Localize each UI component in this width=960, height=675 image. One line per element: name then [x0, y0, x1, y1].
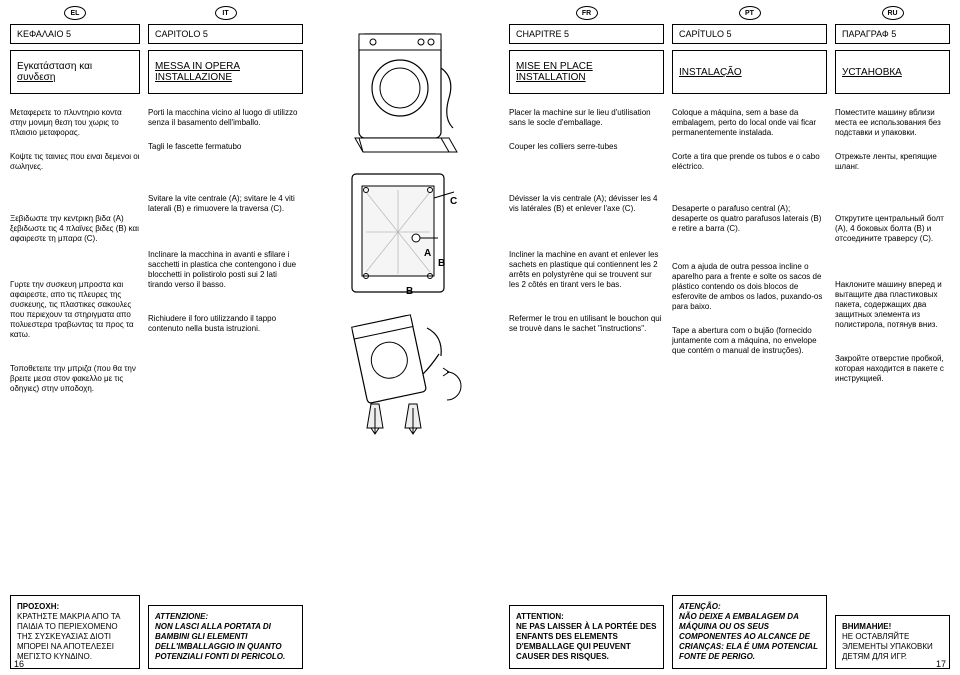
- p1-ru: Поместите машину вблизи места ее использ…: [835, 108, 950, 138]
- p1-it: Porti la macchina vicino al luogo di uti…: [148, 108, 303, 128]
- section-ru: УСТАНОВКА: [835, 50, 950, 94]
- p4-pt: Com a ajuda de outra pessoa incline o ap…: [672, 262, 827, 312]
- p5-ru: Закройте отверстие пробкой, которая нахо…: [835, 354, 950, 384]
- lang-badge-fr: FR: [576, 6, 598, 20]
- p5-fr: Refermer le trou en utilisant le bouchon…: [509, 314, 664, 334]
- p1-fr: Placer la machine sur le lieu d'utilisat…: [509, 108, 664, 128]
- p5-el: Τοποθετειτε την μπριζα (που θα την βρειτ…: [10, 364, 140, 394]
- warn-el-body: ΚΡΑΤΗΣΤΕ ΜΑΚΡΙΑ ΑΠΟ ΤΑ ΠΑΙΔΙΑ ΤΟ ΠΕΡΙΕΧΟ…: [17, 612, 133, 662]
- section-el-line2: συνδεση: [17, 72, 133, 83]
- col-fr: FR CHAPITRE 5 MISE EN PLACE INSTALLATION…: [509, 6, 664, 669]
- back-panel-icon: A B B C: [346, 168, 466, 298]
- warn-fr-title: ATTENTION:: [516, 612, 657, 622]
- warn-fr: ATTENTION: NE PAS LAISSER À LA PORTÉE DE…: [509, 605, 664, 669]
- section-it-line1: MESSA IN OPERA: [155, 61, 296, 72]
- p3-fr: Dévisser la vis centrale (A); dévisser l…: [509, 194, 664, 214]
- section-fr-line1: MISE EN PLACE: [516, 61, 657, 72]
- section-el: Εγκατάσταση και συνδεση: [10, 50, 140, 94]
- svg-text:B: B: [438, 258, 445, 269]
- section-fr: MISE EN PLACE INSTALLATION: [509, 50, 664, 94]
- p2-el: Κοψτε τις ταινιες που ειναι δεμενοι οι σ…: [10, 152, 140, 172]
- p3-pt: Desaperte o parafuso central (A); desape…: [672, 204, 827, 234]
- p4-ru: Наклоните машину вперед и вытащите два п…: [835, 280, 950, 330]
- page-number-left: 16: [14, 659, 24, 669]
- section-ru-line: УСТАНОВКА: [842, 67, 943, 78]
- col-pt: PT CAPÍTULO 5 INSTALAÇÃO Coloque a máqui…: [672, 6, 827, 669]
- p1-pt: Coloque a máquina, sem a base da embalag…: [672, 108, 827, 138]
- p4-el: Γυρτε την συσκευη μπροστα και αφαιρεστε,…: [10, 280, 140, 340]
- svg-text:B: B: [406, 286, 413, 297]
- chapter-fr: CHAPITRE 5: [509, 24, 664, 44]
- svg-text:A: A: [424, 248, 431, 259]
- warn-fr-body: NE PAS LAISSER À LA PORTÉE DES ENFANTS D…: [516, 622, 657, 662]
- chapter-it: CAPITOLO 5: [148, 24, 303, 44]
- warn-pt-title: ATENÇÃO:: [679, 602, 820, 612]
- p3-it: Svitare la vite centrale (A); svitare le…: [148, 194, 303, 214]
- p3-ru: Открутите центральный болт (A), 4 боковы…: [835, 214, 950, 244]
- chapter-pt: CAPÍTULO 5: [672, 24, 827, 44]
- col-illustrations: A B B C: [311, 6, 501, 669]
- chapter-el: ΚΕΦΑΛΑΙΟ 5: [10, 24, 140, 44]
- col-el: EL ΚΕΦΑΛΑΙΟ 5 Εγκατάσταση και συνδεση Με…: [10, 6, 140, 669]
- warn-el: ΠΡΟΣΟΧΗ: ΚΡΑΤΗΣΤΕ ΜΑΚΡΙΑ ΑΠΟ ΤΑ ΠΑΙΔΙΑ Τ…: [10, 595, 140, 669]
- chapter-ru: ПАРАГРАФ 5: [835, 24, 950, 44]
- lang-badge-it: IT: [215, 6, 237, 20]
- warn-pt: ATENÇÃO: NÃO DEIXE A EMBALAGEM DA MÁQUIN…: [672, 595, 827, 669]
- warn-it: ATTENZIONE: NON LASCI ALLA PORTATA DI BA…: [148, 605, 303, 669]
- p2-it: Tagli le fascette fermatubo: [148, 142, 303, 152]
- section-el-line1: Εγκατάσταση και: [17, 61, 133, 72]
- page-number-right: 17: [936, 659, 946, 669]
- svg-text:C: C: [450, 196, 457, 207]
- col-it: IT CAPITOLO 5 MESSA IN OPERA INSTALLAZIO…: [148, 6, 303, 669]
- washer-front-icon: [351, 28, 461, 158]
- p5-pt: Tape a abertura com o bujão (fornecido j…: [672, 326, 827, 356]
- tilt-machine-icon: [331, 308, 481, 438]
- warn-it-body: NON LASCI ALLA PORTATA DI BAMBINI GLI EL…: [155, 622, 296, 662]
- warn-ru: ВНИМАНИЕ! НЕ ОСТАВЛЯЙТЕ ЭЛЕМЕНТЫ УПАКОВК…: [835, 615, 950, 669]
- warn-pt-body: NÃO DEIXE A EMBALAGEM DA MÁQUINA OU OS S…: [679, 612, 820, 662]
- warn-ru-title: ВНИМАНИЕ!: [842, 622, 943, 632]
- section-pt-line: INSTALAÇÃO: [679, 67, 820, 78]
- p3-el: Ξεβιδωστε την κεντρικη βιδα (A) ξεβιδωστ…: [10, 214, 140, 244]
- section-it: MESSA IN OPERA INSTALLAZIONE: [148, 50, 303, 94]
- lang-badge-ru: RU: [882, 6, 904, 20]
- p1-el: Μεταφερετε το πλυντηριο κοντα στην μονιμ…: [10, 108, 140, 138]
- p4-fr: Incliner la machine en avant et enlever …: [509, 250, 664, 290]
- warn-it-title: ATTENZIONE:: [155, 612, 296, 622]
- p4-it: Inclinare la macchina in avanti e sfilar…: [148, 250, 303, 290]
- lang-badge-el: EL: [64, 6, 86, 20]
- p2-ru: Отрежьте ленты, крепящие шланг.: [835, 152, 950, 172]
- section-fr-line2: INSTALLATION: [516, 72, 657, 83]
- lang-badge-pt: PT: [739, 6, 761, 20]
- section-it-line2: INSTALLAZIONE: [155, 72, 296, 83]
- p5-it: Richiudere il foro utilizzando il tappo …: [148, 314, 303, 334]
- p2-pt: Corte a tira que prende os tubos e o cab…: [672, 152, 827, 172]
- col-ru: RU ПАРАГРАФ 5 УСТАНОВКА Поместите машину…: [835, 6, 950, 669]
- warn-ru-body: НЕ ОСТАВЛЯЙТЕ ЭЛЕМЕНТЫ УПАКОВКИ ДЕТЯМ ДЛ…: [842, 632, 943, 662]
- p2-fr: Couper les colliers serre-tubes: [509, 142, 664, 152]
- section-pt: INSTALAÇÃO: [672, 50, 827, 94]
- warn-el-title: ΠΡΟΣΟΧΗ:: [17, 602, 133, 612]
